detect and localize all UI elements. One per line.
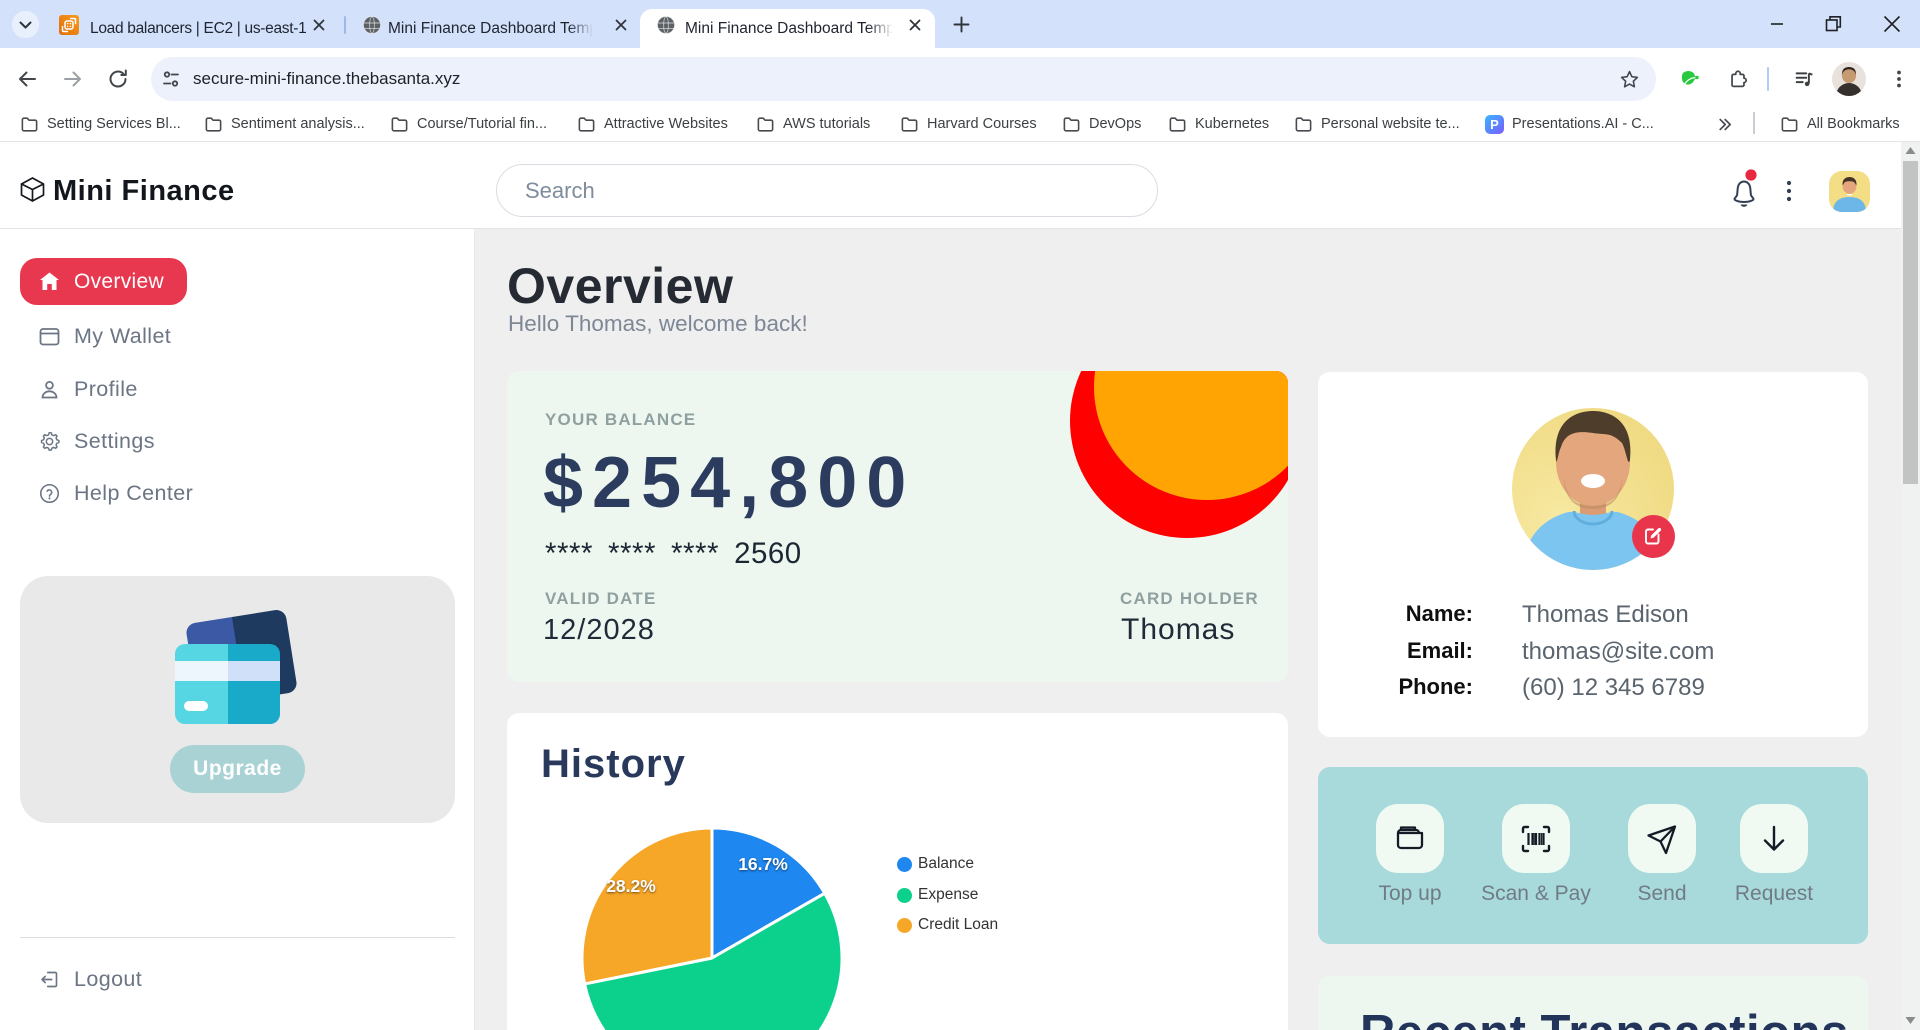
svg-text:16.7%: 16.7% (738, 854, 788, 874)
svg-text:28.2%: 28.2% (606, 876, 656, 896)
